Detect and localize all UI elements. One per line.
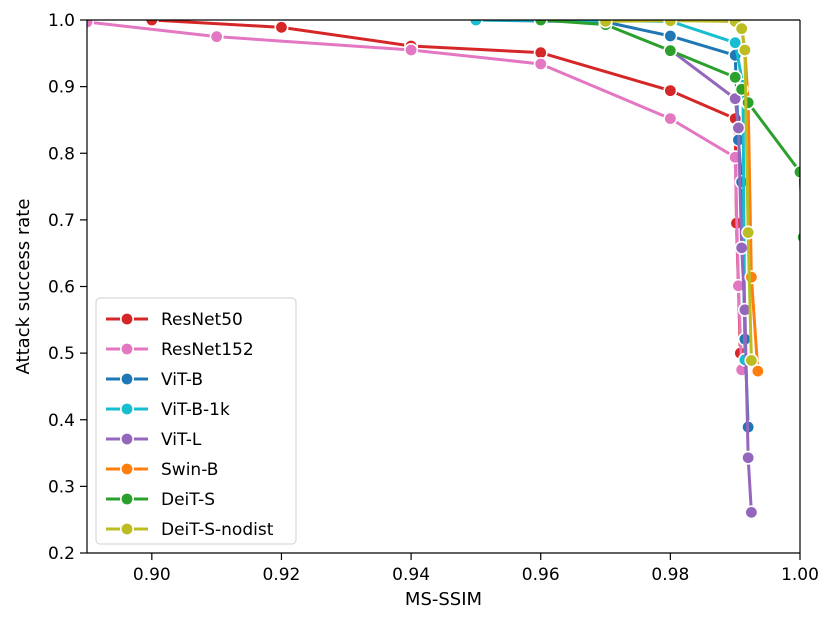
y-axis-label: Attack success rate — [13, 199, 34, 375]
data-point-deit-s-nodist-6 — [744, 353, 759, 368]
legend-marker-deit-s — [120, 491, 135, 506]
data-point-resnet152-3 — [533, 56, 548, 71]
legend-label-vit-b-1k: ViT-B-1k — [161, 400, 230, 420]
legend: ResNet50 ResNet152 ViT-B ViT-B-1k ViT-L Swin-… — [95, 297, 297, 545]
series-line-vit-b — [474, 20, 750, 429]
y-tick-label-1: 0.3 — [48, 477, 75, 497]
x-tick-label-4: 0.98 — [651, 565, 689, 585]
y-tick-label-4: 0.6 — [48, 278, 75, 298]
data-point-vit-l-1 — [728, 91, 743, 106]
legend-marker-swin-b — [120, 461, 135, 476]
legend-marker-vit-l — [120, 431, 135, 446]
data-point-resnet152-1 — [209, 29, 224, 44]
data-point-vit-l-3 — [734, 240, 749, 255]
data-point-deit-s-nodist-5 — [741, 225, 756, 240]
data-point-resnet152-2 — [404, 42, 419, 57]
data-point-resnet152-4 — [663, 111, 678, 126]
y-tick-label-0: 0.2 — [48, 544, 75, 564]
data-point-resnet50-4 — [663, 83, 678, 98]
legend-box — [95, 297, 297, 545]
legend-item-vit-b-1k: ViT-B-1k — [106, 400, 230, 420]
x-axis-label: MS-SSIM — [405, 589, 482, 610]
data-point-swin-b-6 — [744, 270, 759, 285]
legend-marker-resnet152 — [120, 341, 135, 356]
data-point-deit-s-5 — [741, 95, 756, 110]
series-line-resnet152 — [87, 20, 744, 372]
x-tick-label-5: 1.00 — [781, 565, 819, 585]
y-tick-label-5: 0.7 — [48, 211, 75, 231]
legend-item-deit-s: DeiT-S — [106, 490, 215, 510]
data-point-swin-b-7 — [750, 364, 765, 379]
legend-item-deit-s-nodist: DeiT-S-nodist — [106, 520, 274, 540]
series-deit-s — [533, 20, 816, 465]
plot-layer — [87, 20, 816, 520]
data-point-resnet50-1 — [274, 20, 289, 35]
data-point-deit-s-nodist-1 — [663, 20, 678, 28]
legend-label-deit-s: DeiT-S — [161, 490, 215, 510]
legend-item-vit-l: ViT-L — [106, 430, 202, 450]
data-point-vit-l-2 — [731, 120, 746, 135]
data-point-vit-l-5 — [741, 450, 756, 465]
series-line-deit-s-nodist — [604, 20, 753, 362]
data-point-deit-s-3 — [728, 70, 743, 85]
data-point-deit-s-9 — [804, 453, 816, 465]
data-point-vit-b-1k-3 — [728, 35, 743, 50]
legend-marker-resnet50 — [120, 311, 135, 326]
legend-item-swin-b: Swin-B — [106, 460, 218, 480]
data-point-deit-s-8 — [799, 383, 800, 390]
legend-label-deit-s-nodist: DeiT-S-nodist — [161, 520, 274, 540]
legend-label-resnet152: ResNet152 — [161, 340, 254, 360]
data-point-deit-s-2 — [663, 43, 678, 58]
y-tick-label-2: 0.4 — [48, 411, 75, 431]
legend-marker-deit-s-nodist — [120, 521, 135, 536]
legend-marker-vit-b — [120, 371, 135, 386]
legend-item-vit-b: ViT-B — [106, 370, 203, 390]
data-point-deit-s-0 — [533, 20, 548, 27]
x-tick-label-0: 0.90 — [133, 565, 171, 585]
data-point-vit-l-6 — [744, 505, 759, 520]
y-tick-label-7: 0.9 — [48, 78, 75, 98]
legend-item-resnet50: ResNet50 — [106, 310, 243, 330]
data-point-vit-b-1k-0 — [468, 20, 483, 27]
series-line-vit-b-1k — [474, 20, 747, 362]
legend-label-swin-b: Swin-B — [161, 460, 218, 480]
y-tick-label-3: 0.5 — [48, 344, 75, 364]
series-deit-s-nodist — [598, 20, 759, 368]
legend-item-resnet152: ResNet152 — [106, 340, 254, 360]
series-vit-b — [468, 20, 756, 435]
x-tick-label-2: 0.94 — [392, 565, 430, 585]
y-tick-label-8: 1.0 — [48, 11, 75, 31]
axes-layer: 0.90 0.92 0.94 0.96 0.98 1.00 0.2 0.3 0.4 0.5 0.6 0… — [13, 11, 819, 610]
legend-label-vit-l: ViT-L — [161, 430, 202, 450]
legend-marker-vit-b-1k — [120, 401, 135, 416]
data-point-deit-s-nodist-4 — [737, 42, 752, 57]
data-point-deit-s-7 — [796, 230, 800, 244]
data-point-resnet50-0 — [144, 20, 159, 27]
y-tick-label-6: 0.8 — [48, 144, 75, 164]
x-tick-label-1: 0.92 — [263, 565, 301, 585]
legend-label-vit-b: ViT-B — [161, 370, 203, 390]
data-point-vit-b-2 — [663, 28, 678, 43]
data-point-deit-s-nodist-3 — [734, 21, 749, 36]
legend-label-resnet50: ResNet50 — [161, 310, 243, 330]
x-tick-label-3: 0.96 — [522, 565, 560, 585]
data-point-deit-s-nodist-0 — [598, 20, 613, 29]
